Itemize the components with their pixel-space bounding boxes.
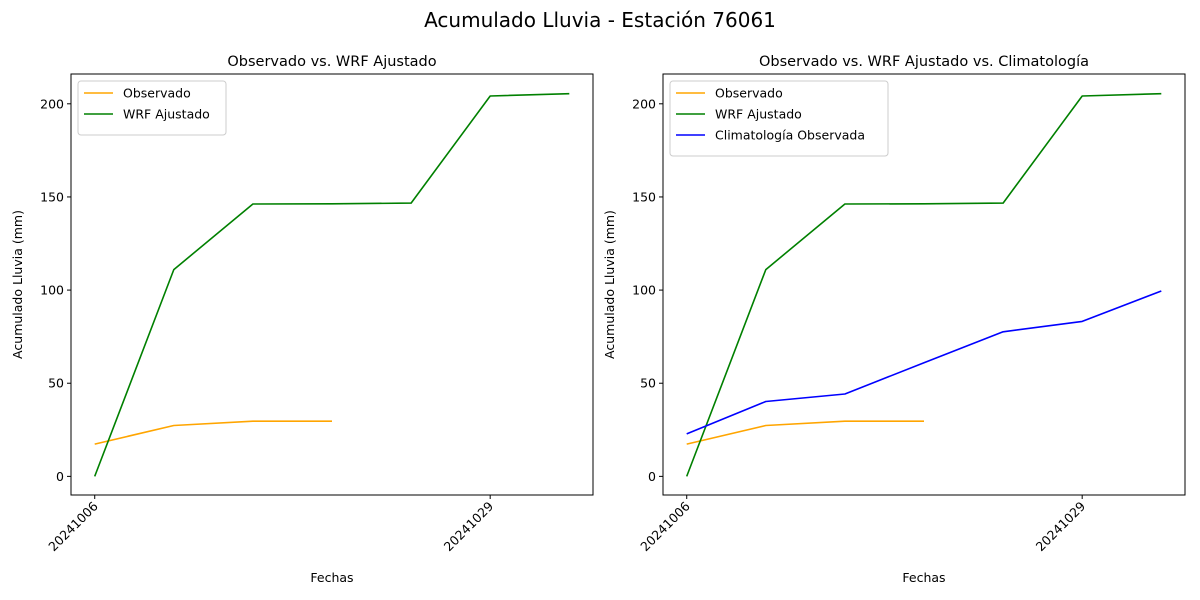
legend-label: WRF Ajustado (715, 107, 802, 122)
y-tick-label: 100 (40, 283, 64, 298)
x-axis-label: Fechas (310, 570, 353, 585)
x-axis-label: Fechas (902, 570, 945, 585)
x-tick-label: 20241006 (637, 498, 693, 554)
series-line-2 (685, 92, 1162, 477)
figure-title: Acumulado Lluvia - Estación 76061 (424, 8, 776, 32)
y-axis-label: Acumulado Lluvia (mm) (10, 210, 25, 359)
y-tick-label: 200 (40, 96, 64, 111)
chart-panel-1: Observado vs. WRF Ajustado 0 50 100 150 200 20… (10, 54, 594, 585)
y-tick-label: 50 (640, 376, 656, 391)
series-line-3 (686, 290, 1162, 435)
y-tick-label: 0 (648, 469, 656, 484)
x-tick-label: 20241006 (45, 498, 101, 554)
y-tick-label: 50 (48, 376, 64, 391)
chart-title: Observado vs. WRF Ajustado (227, 54, 436, 70)
y-tick-label: 0 (56, 469, 64, 484)
y-tick-label: 200 (632, 96, 656, 111)
series-line-1 (686, 420, 924, 445)
y-tick-label: 150 (632, 189, 656, 204)
legend-label: WRF Ajustado (123, 107, 210, 122)
x-tick-label: 20241029 (1033, 498, 1089, 554)
legend-box (77, 80, 227, 136)
series-line-1 (94, 420, 332, 445)
y-axis-label: Acumulado Lluvia (mm) (602, 210, 617, 359)
legend-label: Observado (715, 86, 783, 101)
chart-panel-2: Observado vs. WRF Ajustado vs. Climatolo… (602, 54, 1186, 585)
legend-label: Observado (123, 86, 191, 101)
chart-title: Observado vs. WRF Ajustado vs. Climatolo… (759, 54, 1089, 70)
x-tick-label: 20241029 (441, 498, 497, 554)
legend-box (669, 80, 889, 157)
axes-frame (70, 73, 594, 496)
y-tick-label: 150 (40, 189, 64, 204)
legend-label: Climatología Observada (715, 128, 865, 143)
axes-frame (662, 73, 1186, 496)
series-line-2 (93, 92, 570, 477)
y-tick-label: 100 (632, 283, 656, 298)
